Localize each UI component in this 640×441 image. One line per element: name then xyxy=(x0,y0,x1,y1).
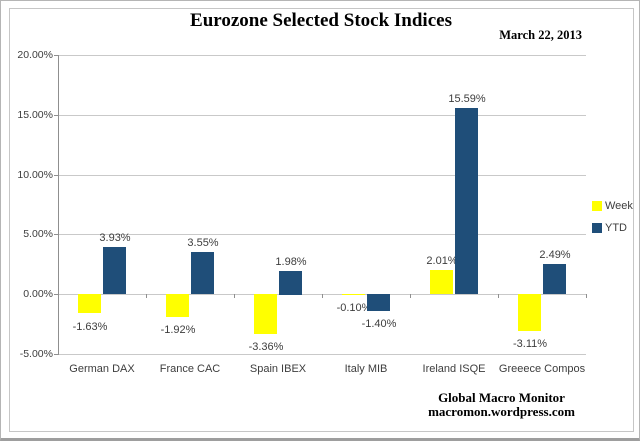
footer-source-url: macromon.wordpress.com xyxy=(428,404,575,419)
legend-swatch-icon xyxy=(592,201,602,211)
bar-ytd-4 xyxy=(455,108,478,294)
bar-value-label: 3.55% xyxy=(187,237,219,249)
legend-item-week: Week xyxy=(592,200,633,212)
chart-title: Eurozone Selected Stock Indices xyxy=(190,10,452,31)
y-axis-tick xyxy=(54,294,58,295)
y-axis-tick xyxy=(54,115,58,116)
category-tick xyxy=(234,294,235,298)
bar-week-1 xyxy=(166,294,189,317)
bar-ytd-5 xyxy=(543,264,566,294)
bar-value-label: -1.92% xyxy=(160,324,196,336)
bar-week-4 xyxy=(430,270,453,294)
footer-source-name: Global Macro Monitor xyxy=(438,390,565,405)
category-tick xyxy=(410,294,411,298)
y-axis-tick-label: 5.00% xyxy=(23,228,53,240)
legend-label: Week xyxy=(605,200,633,212)
bar-value-label: -1.40% xyxy=(361,318,397,330)
y-axis-tick xyxy=(54,234,58,235)
bar-value-label: -3.11% xyxy=(512,338,548,350)
y-axis-tick xyxy=(54,55,58,56)
category-label: Spain IBEX xyxy=(249,363,307,375)
footer-attribution: Global Macro Monitor macromon.wordpress.… xyxy=(419,391,584,419)
bar-week-3 xyxy=(342,294,365,295)
bar-value-label: 3.93% xyxy=(99,232,131,244)
y-axis-tick-label: -5.00% xyxy=(19,348,53,360)
category-label: Ireland ISQE xyxy=(422,363,486,375)
y-axis-tick xyxy=(54,175,58,176)
bar-ytd-1 xyxy=(191,252,214,294)
gridline xyxy=(58,234,586,235)
category-tick xyxy=(146,294,147,298)
bar-value-label: -0.10% xyxy=(336,302,372,314)
category-label: Greeece Compos xyxy=(498,363,586,375)
category-label: Italy MIB xyxy=(344,363,388,375)
bar-ytd-3 xyxy=(367,294,390,311)
gridline xyxy=(58,55,586,56)
bar-value-label: -1.63% xyxy=(72,321,108,333)
y-axis-tick-label: 10.00% xyxy=(17,169,53,181)
gridline xyxy=(58,175,586,176)
bar-ytd-0 xyxy=(103,247,126,294)
category-label: France CAC xyxy=(159,363,221,375)
bar-week-2 xyxy=(254,294,277,334)
bar-value-label: 2.49% xyxy=(539,249,571,261)
y-axis-tick-label: 20.00% xyxy=(17,49,53,61)
legend: Week YTD xyxy=(592,200,633,244)
chart-date-annotation: March 22, 2013 xyxy=(499,28,582,42)
gridline xyxy=(58,115,586,116)
bar-value-label: 2.01% xyxy=(426,255,458,267)
y-axis-line xyxy=(58,55,59,355)
bar-value-label: 1.98% xyxy=(275,256,307,268)
category-tick xyxy=(322,294,323,298)
bar-week-5 xyxy=(518,294,541,331)
legend-swatch-icon xyxy=(592,223,602,233)
y-axis-tick-label: 15.00% xyxy=(17,109,53,121)
gridline xyxy=(58,354,586,355)
chart-frame xyxy=(9,8,634,432)
category-tick xyxy=(498,294,499,298)
bar-week-0 xyxy=(78,294,101,313)
category-tick xyxy=(586,294,587,298)
legend-item-ytd: YTD xyxy=(592,222,633,234)
legend-label: YTD xyxy=(605,222,627,234)
bar-value-label: 15.59% xyxy=(448,93,486,105)
y-axis-tick-label: 0.00% xyxy=(23,288,53,300)
bar-value-label: -3.36% xyxy=(248,341,284,353)
category-label: German DAX xyxy=(69,363,135,375)
y-axis-tick xyxy=(54,354,58,355)
bar-ytd-2 xyxy=(279,271,302,295)
